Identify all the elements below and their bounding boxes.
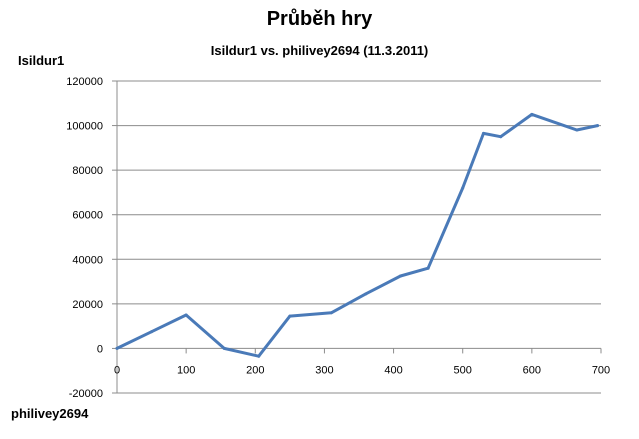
x-tick-label: 300 <box>315 364 333 376</box>
x-tick-label: 500 <box>454 364 472 376</box>
y-tick-label: 20000 <box>72 299 103 311</box>
x-tick-label: 600 <box>523 364 541 376</box>
x-tick-label: 100 <box>177 364 195 376</box>
x-tick-label: 700 <box>592 364 610 376</box>
x-axis-label: philivey2694 <box>11 406 89 421</box>
y-tick-label: 40000 <box>72 254 103 266</box>
data-point <box>530 112 534 116</box>
x-tick-label: 400 <box>384 364 402 376</box>
y-tick-label: 60000 <box>72 210 103 222</box>
data-point <box>364 292 368 296</box>
data-point <box>150 330 154 334</box>
data-point <box>222 346 226 350</box>
y-tick-label: -20000 <box>69 388 103 400</box>
series-line <box>115 112 599 358</box>
data-point <box>481 131 485 135</box>
data-point <box>288 314 292 318</box>
x-tick-label: 0 <box>114 364 120 376</box>
x-tick-label: 200 <box>246 364 264 376</box>
y-tick-label: 0 <box>97 343 103 355</box>
y-tick-label: 100000 <box>66 121 103 133</box>
data-point <box>329 311 333 315</box>
data-point <box>499 135 503 139</box>
y-tick-label: 80000 <box>72 165 103 177</box>
data-point <box>398 274 402 278</box>
data-point <box>596 124 600 128</box>
data-point <box>184 313 188 317</box>
data-point <box>461 186 465 190</box>
data-point <box>115 346 119 350</box>
data-point <box>257 354 261 358</box>
y-tick-label: 120000 <box>66 76 103 88</box>
chart-subtitle: Isildur1 vs. philivey2694 (11.3.2011) <box>210 43 429 58</box>
data-point <box>426 266 430 270</box>
data-point <box>575 128 579 132</box>
y-axis-label: Isildur1 <box>18 53 65 68</box>
chart-title: Průběh hry <box>266 8 373 30</box>
